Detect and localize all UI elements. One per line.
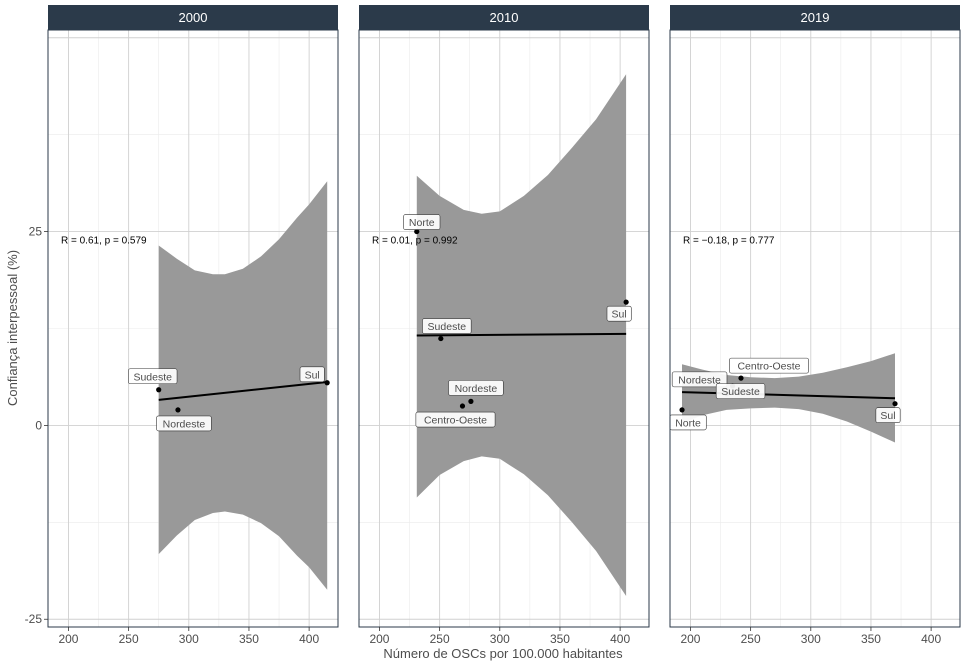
y-tick-label: 25 — [29, 225, 43, 239]
point-label: Sudeste — [428, 321, 467, 333]
x-tick-label: 300 — [801, 632, 821, 646]
point-label-box — [715, 383, 766, 399]
panel-2000: Sudeste Nordeste Sul R = 0.61, p = 0.579 200… — [47, 5, 339, 646]
data-point — [414, 228, 420, 235]
x-tick-label: 250 — [430, 632, 450, 646]
data-point — [175, 407, 181, 413]
point-label-box — [729, 357, 809, 374]
regression-line — [416, 332, 627, 337]
facet-title: 2019 — [801, 10, 830, 25]
data-point — [459, 403, 466, 409]
point-label: Sul — [612, 309, 627, 321]
confidence-ribbon — [682, 353, 895, 443]
facet-title: 2010 — [490, 10, 519, 25]
x-tick-label: 350 — [550, 632, 570, 646]
point-label: Centro-Oeste — [424, 415, 487, 427]
x-tick-label: 200 — [680, 632, 700, 646]
regression-line — [158, 381, 328, 401]
stat-annotation: R = 0.61, p = 0.579 — [61, 236, 147, 247]
facet-strip — [359, 5, 649, 30]
point-label: Sudeste — [133, 371, 172, 383]
point-label: Sudeste — [721, 386, 760, 398]
confidence-ribbon — [158, 181, 328, 590]
point-label: Sul — [305, 369, 320, 381]
data-point — [738, 375, 744, 381]
x-axis-title: Número de OSCs por 100.000 habitantes — [383, 646, 623, 661]
x-tick-label: 200 — [369, 632, 389, 646]
point-label: Centro-Oeste — [737, 361, 800, 373]
x-tick-label: 350 — [239, 632, 259, 646]
data-point — [156, 387, 162, 393]
y-axis-title: Confiança interpessoal (%) — [5, 250, 20, 406]
data-point — [324, 380, 330, 386]
stat-annotation: R = 0.01, p = 0.992 — [372, 236, 458, 247]
point-label-box — [128, 368, 178, 385]
point-label: Nordeste — [678, 374, 721, 386]
facet-title: 2000 — [179, 10, 208, 25]
x-tick-label: 300 — [179, 632, 199, 646]
data-point — [623, 299, 629, 305]
facet-strip — [48, 5, 338, 30]
data-point — [892, 401, 898, 407]
point-label-box — [448, 380, 504, 396]
x-tick-label: 250 — [119, 632, 139, 646]
panel-2010: Norte Sudeste Nordeste Centro-Oeste Sul R = 0… — [358, 5, 650, 646]
y-tick-label: -25 — [25, 612, 43, 626]
data-point — [468, 398, 474, 404]
point-label: Norte — [675, 417, 701, 429]
point-label-box — [299, 366, 325, 383]
x-tick-label: 400 — [610, 632, 630, 646]
data-point — [438, 335, 444, 342]
point-label-box — [403, 214, 441, 230]
x-tick-label: 300 — [490, 632, 510, 646]
data-point — [679, 407, 685, 413]
point-label-box — [156, 415, 212, 432]
x-tick-label: 350 — [861, 632, 881, 646]
point-label-box — [671, 371, 728, 388]
y-tick-label: 0 — [35, 418, 42, 432]
point-label-box — [606, 305, 632, 322]
panel-2019: Nordeste Centro-Oeste Sudeste Norte Sul R = −… — [669, 5, 961, 646]
point-label: Nordeste — [455, 383, 498, 395]
point-label: Nordeste — [163, 418, 206, 430]
facet-strip — [670, 5, 960, 30]
point-label-box — [422, 318, 472, 334]
x-tick-label: 400 — [921, 632, 941, 646]
x-tick-label: 250 — [741, 632, 761, 646]
x-tick-label: 400 — [299, 632, 319, 646]
point-label-box — [875, 407, 901, 424]
x-tick-label: 200 — [58, 632, 78, 646]
stat-annotation: R = −0.18, p = 0.777 — [683, 236, 775, 247]
point-label: Norte — [409, 217, 435, 229]
point-label-box — [415, 411, 496, 428]
point-label: Sul — [880, 410, 895, 422]
